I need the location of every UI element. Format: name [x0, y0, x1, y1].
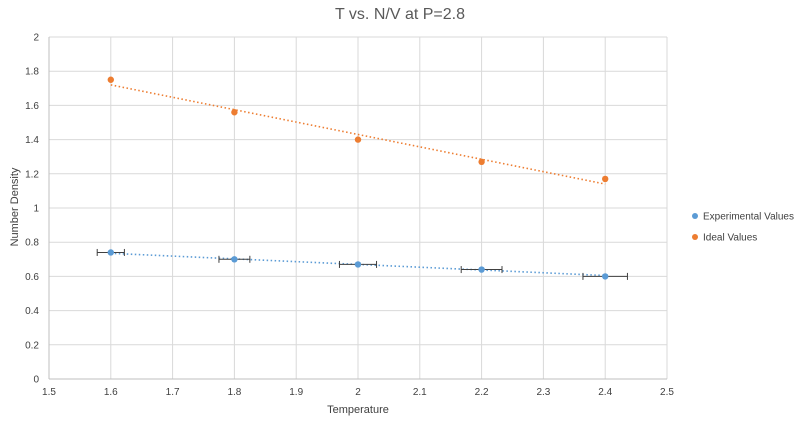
- legend-label: Ideal Values: [703, 233, 757, 244]
- x-tick-label: 2.5: [660, 387, 674, 398]
- x-tick-label: 2.3: [536, 387, 550, 398]
- x-tick-label: 1.8: [227, 387, 241, 398]
- y-tick-label: 1.4: [25, 135, 39, 146]
- x-tick-label: 1.7: [166, 387, 180, 398]
- legend-marker: [692, 213, 698, 219]
- x-tick-label: 1.5: [42, 387, 56, 398]
- x-tick-label: 1.6: [104, 387, 118, 398]
- x-tick-label: 2.4: [598, 387, 612, 398]
- data-point: [602, 273, 609, 280]
- y-tick-label: 0.2: [25, 340, 39, 351]
- data-point: [478, 266, 485, 273]
- data-point: [231, 256, 238, 263]
- data-point: [478, 158, 485, 166]
- y-tick-label: 1.2: [25, 169, 39, 180]
- y-tick-label: 0.6: [25, 272, 39, 283]
- axes: [48, 37, 667, 380]
- data-point: [354, 261, 362, 268]
- y-tick-label: 1: [33, 204, 39, 215]
- data-points: [107, 76, 609, 280]
- x-tick-label: 2.1: [413, 387, 427, 398]
- data-point: [107, 76, 115, 83]
- error-bars: [96, 248, 628, 280]
- trendlines: [110, 84, 606, 277]
- tick-labels: 1.5 1.6 1.7 1.8 1.9 2 2.1 2.2 2.3 2.4 2.5 0 0.2 0.4 0.…: [25, 33, 674, 399]
- y-axis-label: Number Density: [9, 167, 21, 246]
- trendline: [110, 252, 606, 277]
- trendline: [110, 84, 606, 185]
- legend-marker: [692, 234, 698, 240]
- grid: [49, 36, 668, 379]
- x-tick-label: 2: [355, 387, 361, 398]
- y-tick-label: 0.8: [25, 238, 39, 249]
- x-tick-label: 1.9: [289, 387, 303, 398]
- data-point: [602, 175, 609, 183]
- y-tick-label: 1.6: [25, 101, 39, 112]
- data-point: [231, 109, 238, 116]
- x-tick-label: 2.2: [475, 387, 489, 398]
- y-tick-label: 0: [33, 375, 39, 386]
- y-tick-label: 1.8: [25, 67, 39, 78]
- y-tick-label: 2: [33, 33, 39, 44]
- y-tick-label: 0.4: [25, 306, 39, 317]
- legend: Experimental Values Ideal Values: [692, 212, 794, 244]
- x-axis-label: Temperature: [327, 404, 389, 416]
- data-point: [354, 136, 362, 143]
- chart-title: T vs. N/V at P=2.8: [335, 6, 465, 23]
- legend-label: Experimental Values: [703, 212, 794, 223]
- data-point: [107, 249, 115, 256]
